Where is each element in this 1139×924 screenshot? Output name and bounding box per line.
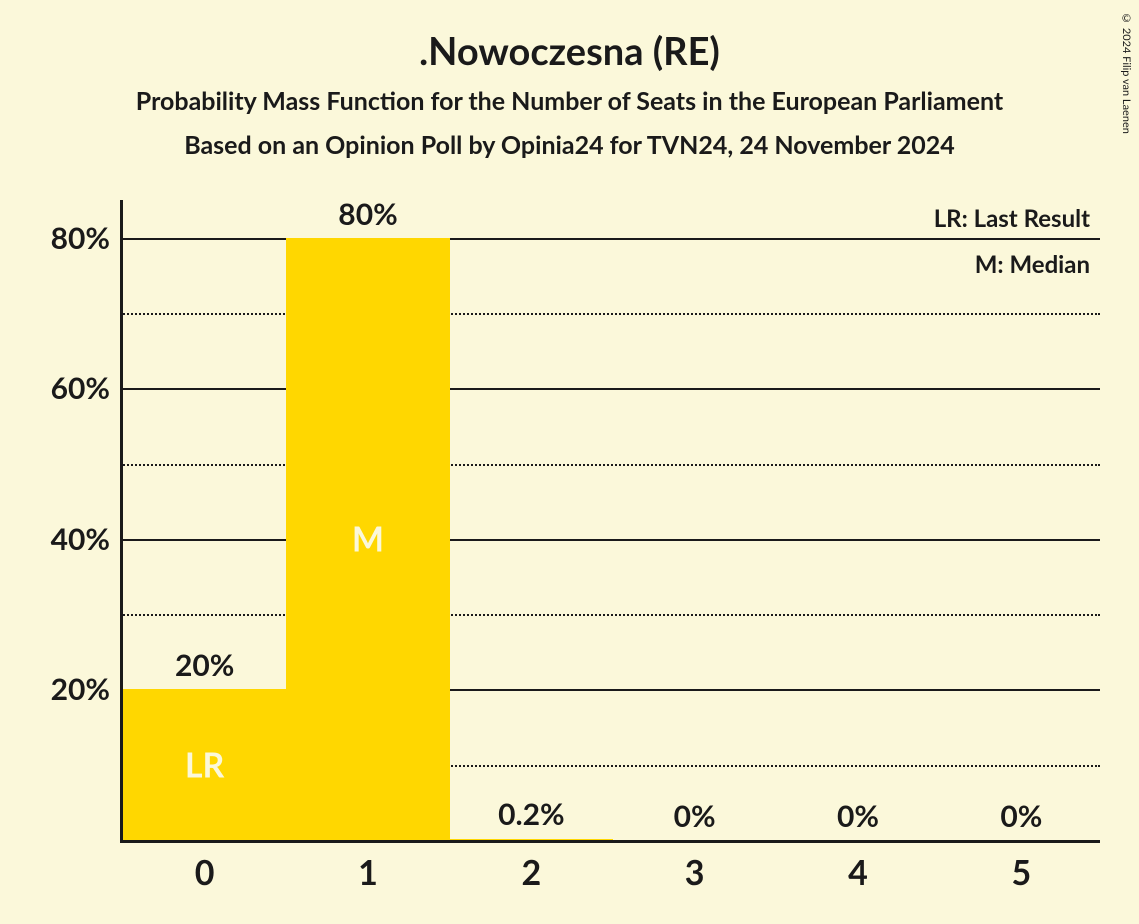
legend-last-result: LR: Last Result [934,204,1090,233]
x-tick-label: 4 [848,852,868,893]
bar-value-label: 0.2% [498,796,565,832]
gridline-minor [120,464,1100,466]
x-tick-label: 1 [358,852,378,893]
gridline-major [120,539,1100,541]
chart-subtitle-1: Probability Mass Function for the Number… [0,86,1139,116]
y-tick-label: 60% [51,370,110,406]
gridline-minor [120,313,1100,315]
y-tick-label: 80% [51,220,110,256]
x-axis [120,840,1100,843]
plot-area: 20%40%60%80%20%LR080%M10.2%20%30%40%5LR:… [120,200,1100,840]
bar-value-label: 20% [175,647,234,683]
x-tick-label: 2 [521,852,541,893]
bar-value-label: 80% [338,196,397,232]
bar-value-label: 0% [674,798,716,834]
chart-subtitle-2: Based on an Opinion Poll by Opinia24 for… [0,130,1139,160]
chart-copyright: © 2024 Filip van Laenen [1120,12,1133,134]
bar-value-label: 0% [1000,798,1042,834]
x-tick-label: 0 [195,852,215,893]
chart-title: .Nowoczesna (RE) [0,28,1139,74]
gridline-major [120,238,1100,240]
bar-inlabel: LR [185,744,225,785]
x-tick-label: 3 [685,852,705,893]
bar-inlabel: M [352,518,384,559]
legend-median: M: Median [975,250,1090,279]
bar [450,839,613,841]
gridline-major [120,388,1100,390]
y-tick-label: 20% [51,671,110,707]
gridline-minor [120,614,1100,616]
bar-value-label: 0% [837,798,879,834]
x-tick-label: 5 [1011,852,1031,893]
pmf-chart: .Nowoczesna (RE) Probability Mass Functi… [0,0,1139,924]
y-tick-label: 40% [51,521,110,557]
